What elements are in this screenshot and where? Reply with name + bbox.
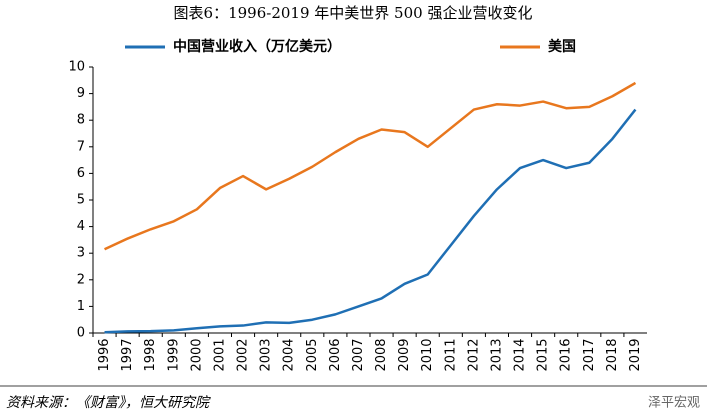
x-tick-label: 2007 [351, 338, 366, 371]
series-line [104, 81, 637, 251]
watermark: 泽平宏观 [648, 396, 700, 411]
x-tick-label: 2001 [212, 338, 227, 371]
y-tick-label: 7 [77, 139, 85, 154]
y-tick-label: 8 [77, 113, 85, 128]
x-tick-label: 2000 [189, 338, 204, 371]
x-tick-label: 2014 [513, 338, 528, 371]
y-tick-label: 5 [77, 193, 85, 208]
x-tick-label: 2017 [582, 338, 597, 371]
series-line [104, 108, 637, 334]
legend-label: 中国营业收入（万亿美元） [173, 38, 341, 55]
y-tick-label: 3 [77, 246, 85, 261]
y-tick-label: 9 [77, 86, 85, 101]
x-tick-label: 2008 [374, 338, 389, 371]
y-tick-label: 4 [77, 219, 85, 234]
x-tick-label: 2011 [443, 338, 458, 371]
x-tick-label: 2015 [536, 338, 551, 371]
x-tick-label: 2005 [305, 338, 320, 371]
x-tick-label: 1996 [97, 338, 112, 371]
x-tick-label: 2018 [605, 338, 620, 371]
source: 资料来源：《财富》，恒大研究院 [6, 395, 211, 411]
x-tick-label: 2002 [236, 338, 251, 371]
y-tick-label: 1 [77, 299, 85, 314]
x-tick-label: 2016 [559, 338, 574, 371]
x-tick-label: 1998 [143, 338, 158, 371]
x-tick-label: 2003 [259, 338, 274, 371]
x-tick-label: 2004 [282, 338, 297, 371]
legend-label: 美国 [548, 38, 576, 55]
y-tick-label: 10 [68, 60, 85, 75]
x-tick-label: 2012 [466, 338, 481, 371]
x-tick-label: 1997 [120, 338, 135, 371]
x-tick-label: 2013 [489, 338, 504, 371]
x-tick-label: 2009 [397, 338, 412, 371]
y-tick-label: 0 [77, 326, 85, 341]
x-tick-label: 2006 [328, 338, 343, 371]
chart-title: 图表6：1996-2019 年中美世界 500 强企业营收变化 [174, 4, 533, 22]
x-tick-label: 2019 [628, 338, 643, 371]
x-tick-label: 1999 [166, 338, 181, 371]
y-tick-label: 6 [77, 166, 85, 181]
x-tick-label: 2010 [420, 338, 435, 371]
y-tick-label: 2 [77, 272, 85, 287]
